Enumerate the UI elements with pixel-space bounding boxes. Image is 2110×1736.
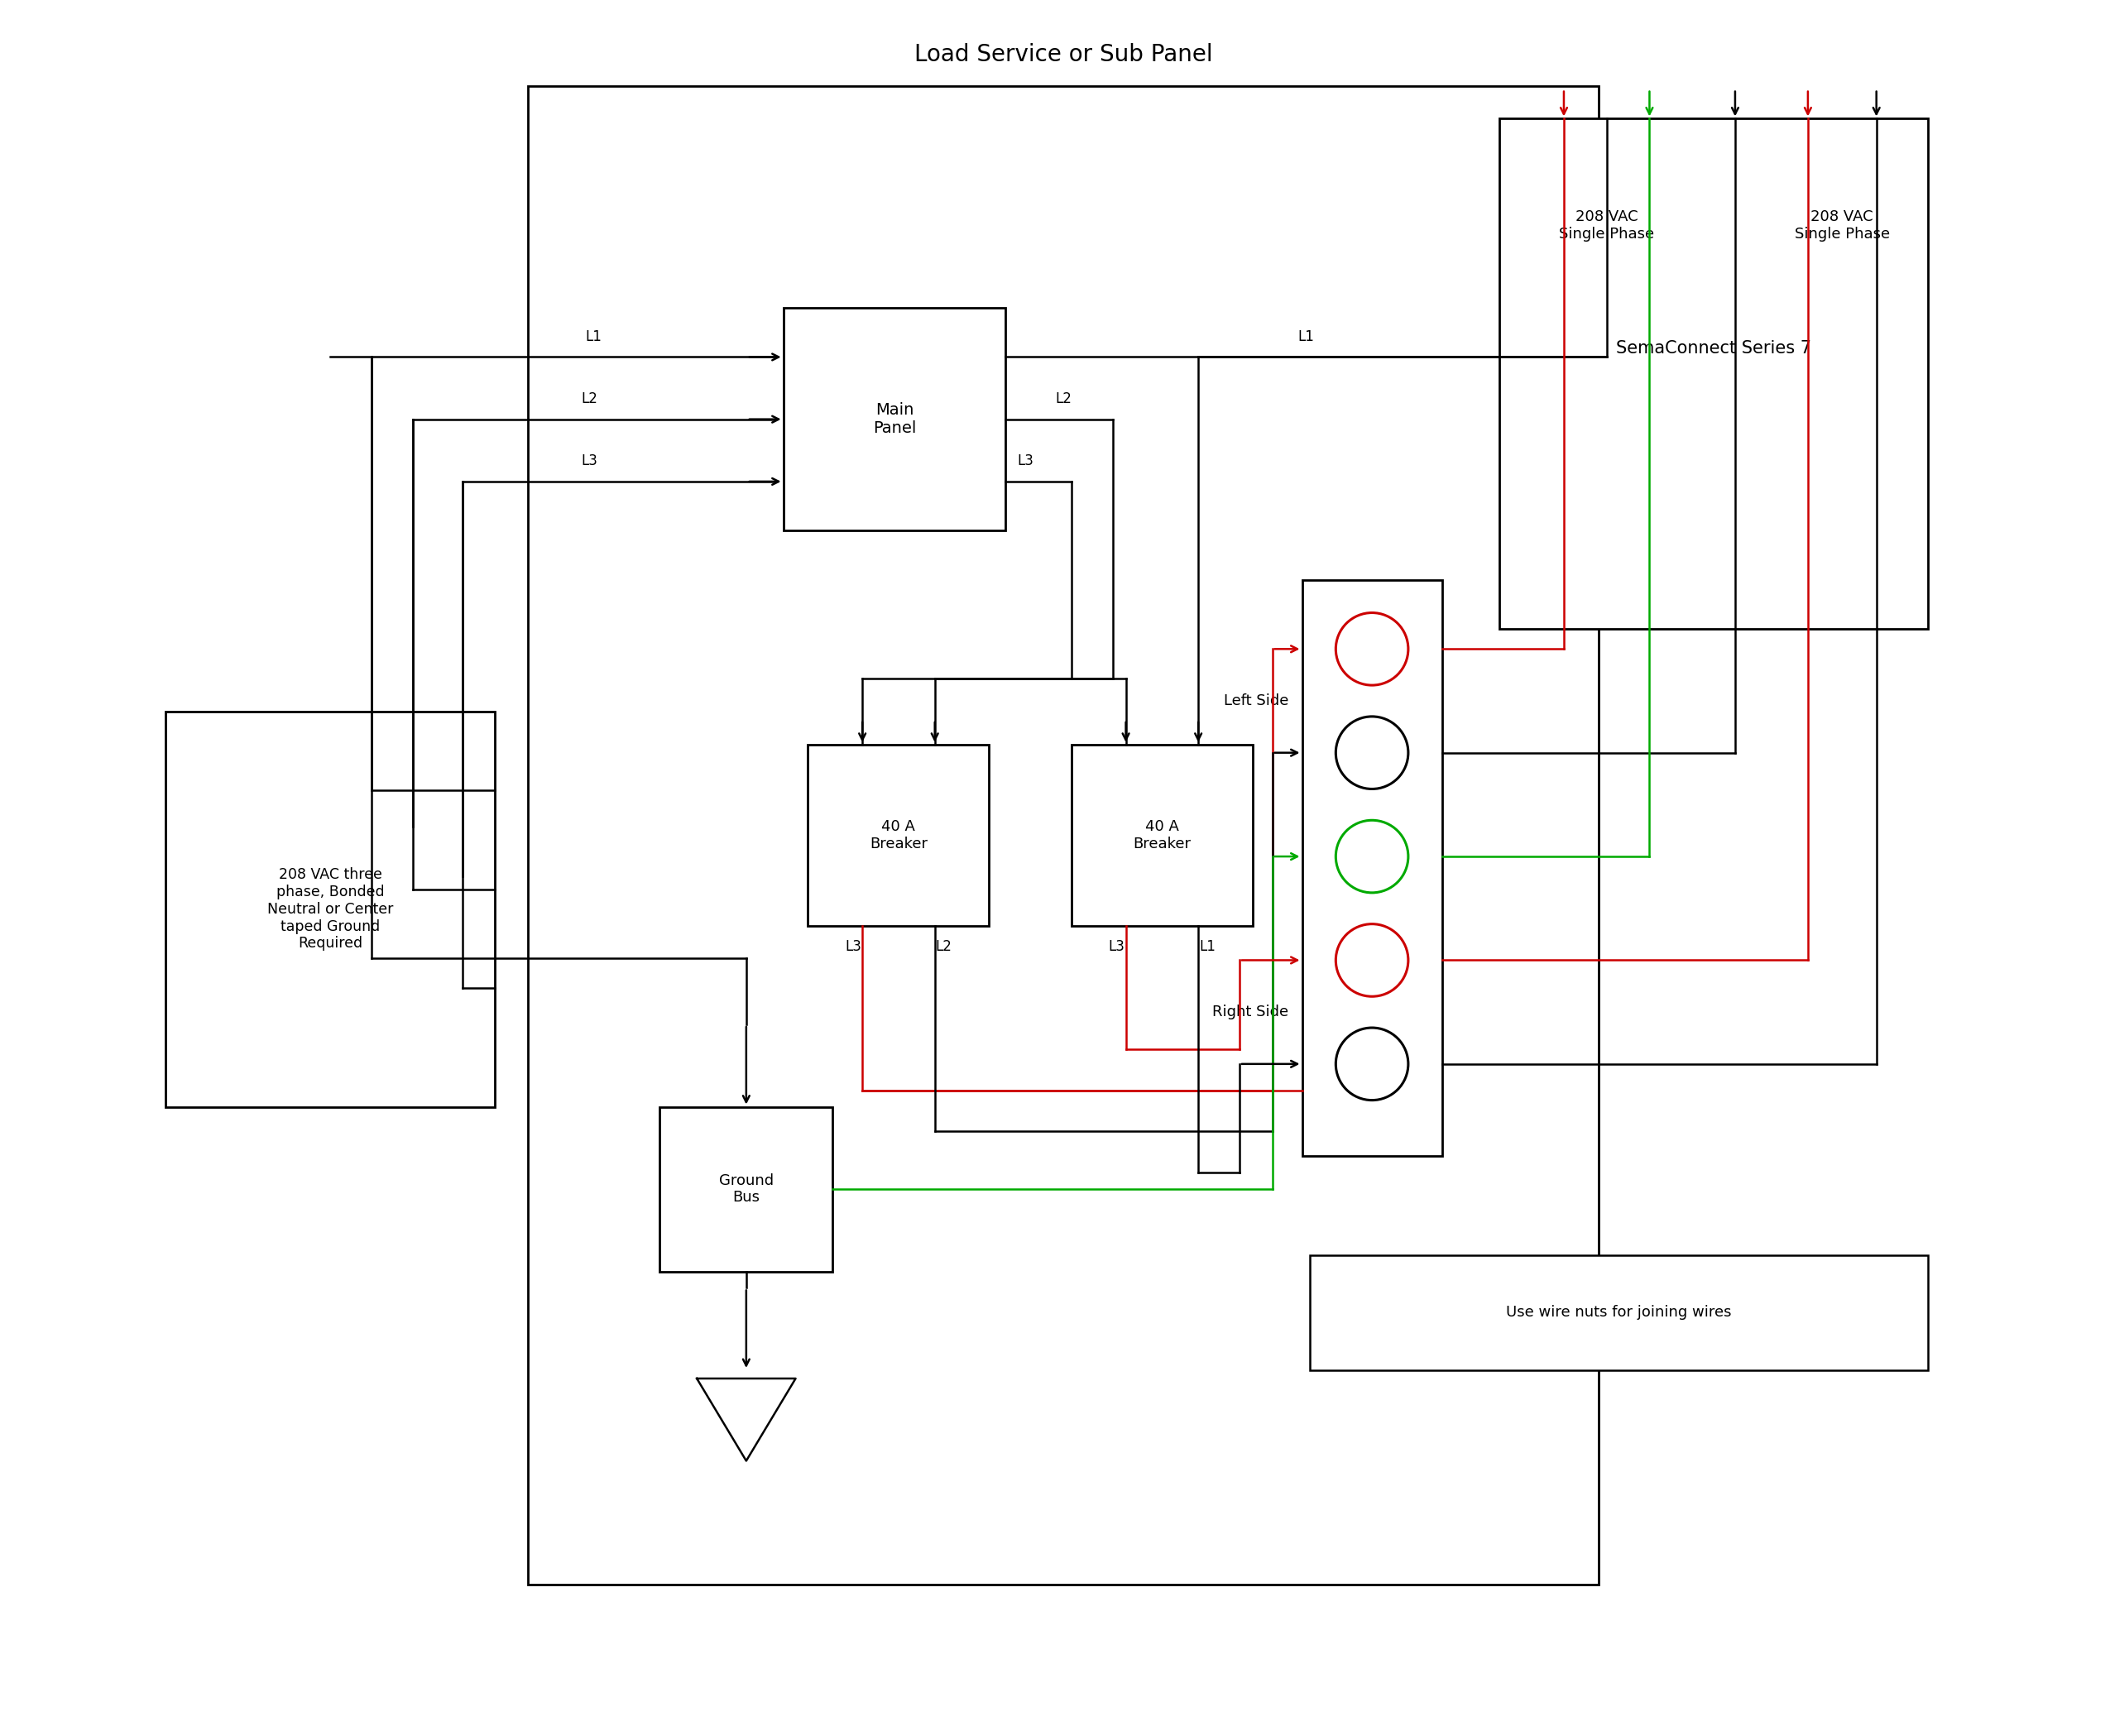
- Text: L1: L1: [1298, 328, 1315, 344]
- Text: L3: L3: [1108, 939, 1125, 953]
- Text: Load Service or Sub Panel: Load Service or Sub Panel: [914, 43, 1213, 66]
- Text: Right Side: Right Side: [1213, 1005, 1289, 1019]
- Text: 208 VAC three
phase, Bonded
Neutral or Center
taped Ground
Required: 208 VAC three phase, Bonded Neutral or C…: [268, 868, 392, 951]
- Bar: [1072, 745, 1253, 925]
- Bar: [783, 307, 1006, 531]
- Circle shape: [1336, 717, 1407, 788]
- Circle shape: [1336, 1028, 1407, 1101]
- Text: 208 VAC
Single Phase: 208 VAC Single Phase: [1559, 210, 1654, 241]
- Text: Main
Panel: Main Panel: [874, 403, 916, 436]
- Text: L1: L1: [587, 328, 601, 344]
- Bar: [660, 1108, 833, 1271]
- Circle shape: [1336, 613, 1407, 686]
- Text: Left Side: Left Side: [1224, 693, 1289, 708]
- Bar: [1310, 1255, 1929, 1370]
- Text: L3: L3: [582, 453, 597, 469]
- Text: L3: L3: [1017, 453, 1034, 469]
- Text: L2: L2: [935, 939, 952, 953]
- Bar: [167, 712, 496, 1108]
- Bar: [808, 745, 990, 925]
- Text: 208 VAC
Single Phase: 208 VAC Single Phase: [1793, 210, 1891, 241]
- Text: Ground
Bus: Ground Bus: [720, 1174, 774, 1205]
- Text: 40 A
Breaker: 40 A Breaker: [869, 819, 928, 851]
- Text: SemaConnect Series 7: SemaConnect Series 7: [1616, 340, 1810, 356]
- Text: Use wire nuts for joining wires: Use wire nuts for joining wires: [1507, 1305, 1732, 1319]
- Bar: [1500, 118, 1929, 628]
- Bar: [1302, 580, 1441, 1156]
- Text: L3: L3: [844, 939, 861, 953]
- Circle shape: [1336, 819, 1407, 892]
- Text: L1: L1: [1198, 939, 1215, 953]
- Text: L2: L2: [582, 391, 597, 406]
- Text: L2: L2: [1055, 391, 1072, 406]
- Bar: [528, 85, 1599, 1585]
- Text: 40 A
Breaker: 40 A Breaker: [1133, 819, 1190, 851]
- Circle shape: [1336, 924, 1407, 996]
